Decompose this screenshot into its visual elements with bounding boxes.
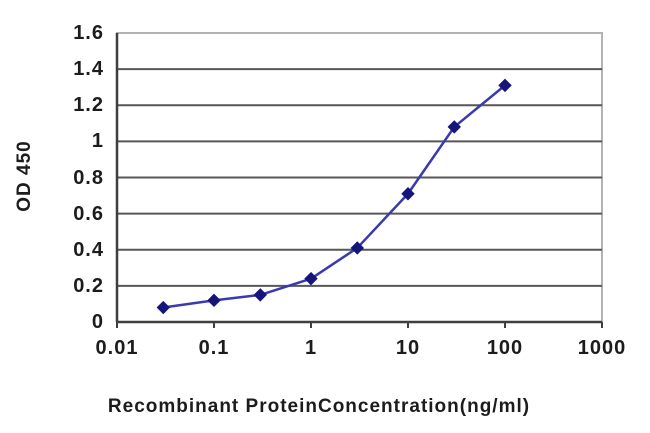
y-tick-label: 1.4 (73, 58, 104, 81)
y-tick-label: 1.6 (73, 22, 104, 44)
data-point-marker (304, 271, 318, 286)
data-series-line (163, 84, 506, 309)
y-tick-label: 1 (91, 130, 104, 153)
y-tick-label: 0.2 (73, 274, 104, 297)
x-tick-label: 10 (395, 337, 421, 359)
x-tick-label: 0.1 (198, 337, 230, 359)
y-tick-label: 0 (91, 311, 104, 333)
y-tick-label: 0.6 (73, 202, 104, 225)
y-tick-label: 1.2 (73, 94, 104, 117)
data-point-marker (156, 300, 170, 315)
x-tick-label: 1000 (577, 337, 627, 359)
x-tick-label: 0.01 (95, 337, 139, 359)
x-tick-label: 100 (486, 337, 524, 359)
x-tick-label: 1 (304, 337, 318, 359)
y-tick-label: 0.4 (73, 238, 104, 261)
x-axis-title: Recombinant ProteinConcentration(ng/ml) (107, 396, 531, 417)
data-point-marker (207, 293, 221, 308)
data-point-marker (253, 288, 267, 302)
y-axis-title: OD 450 (14, 140, 35, 212)
y-tick-label: 0.8 (73, 166, 104, 189)
data-point-marker (350, 241, 364, 255)
data-point-marker (447, 120, 461, 134)
data-point-marker (498, 78, 512, 93)
data-point-marker (401, 187, 415, 201)
